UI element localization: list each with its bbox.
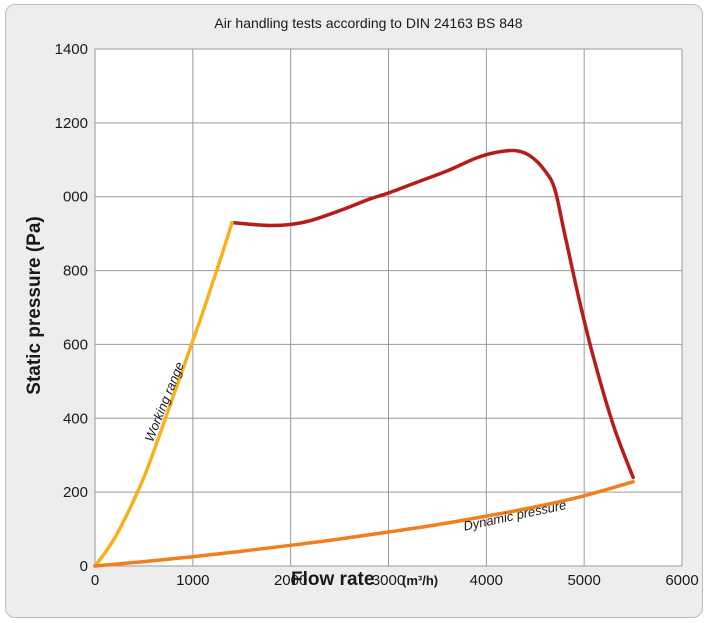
y-tick-label-5: 000 bbox=[63, 189, 88, 206]
x-tick-label-6: 6000 bbox=[665, 572, 698, 589]
x-tick-label-5: 5000 bbox=[567, 572, 600, 589]
chart-svg: 0 1000 2000 3000 4000 5000 6000 0 200 400 600 800 00… bbox=[24, 15, 699, 590]
x-tick-label-4: 4000 bbox=[470, 572, 503, 589]
chart-frame: 0 1000 2000 3000 4000 5000 6000 0 200 400 600 800 00… bbox=[5, 4, 703, 618]
series-line-2 bbox=[93, 480, 635, 568]
y-tick-label-3: 600 bbox=[63, 336, 88, 353]
x-tick-label-2: 2000 bbox=[274, 572, 307, 589]
y-axis-label: Static pressure (Pa) bbox=[24, 216, 45, 394]
y-tick-label-7: 1400 bbox=[55, 41, 88, 58]
series-line-1 bbox=[93, 220, 234, 568]
chart-title: Air handling tests according to DIN 2416… bbox=[214, 15, 522, 31]
x-axis-label: Flow rate bbox=[291, 569, 374, 590]
y-tick-label-1: 200 bbox=[63, 484, 88, 501]
y-tick-label-2: 400 bbox=[63, 410, 88, 427]
y-tick-label-4: 800 bbox=[63, 263, 88, 280]
x-tick-label-3: 3000 bbox=[372, 572, 405, 589]
x-tick-label-1: 1000 bbox=[176, 572, 209, 589]
y-tick-label-0: 0 bbox=[80, 558, 88, 575]
x-axis-unit: (m³/h) bbox=[402, 573, 438, 588]
x-tick-label-0: 0 bbox=[91, 572, 99, 589]
series-line-0 bbox=[230, 148, 635, 480]
y-tick-label-6: 1200 bbox=[55, 115, 88, 132]
